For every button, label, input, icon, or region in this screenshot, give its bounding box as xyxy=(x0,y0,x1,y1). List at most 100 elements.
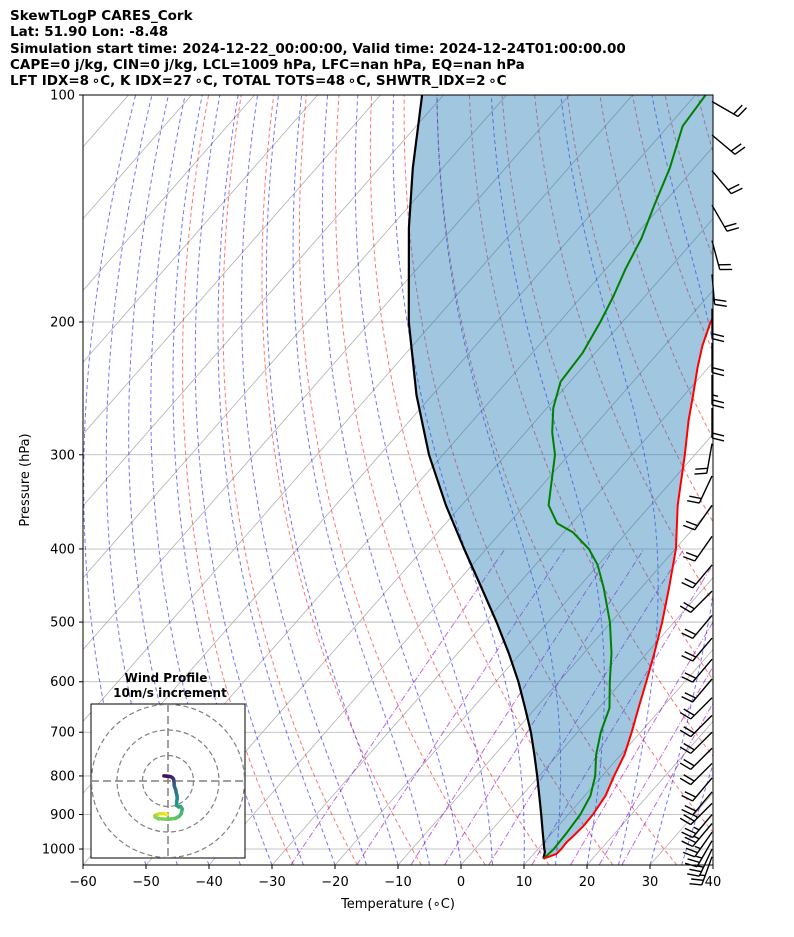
wind-barb-flag xyxy=(724,222,737,228)
wind-barb-flag xyxy=(727,183,740,191)
y-tick-label: 800 xyxy=(50,769,75,784)
wind-barb-flag xyxy=(730,143,742,152)
mixing-ratio-line xyxy=(443,548,645,865)
moist-adiabat xyxy=(560,95,659,865)
cape-cin-shading xyxy=(408,95,713,859)
hodograph-inset: Wind Profile 10m/s increment xyxy=(90,671,246,859)
dry-adiabats xyxy=(182,95,794,865)
moist-adiabat xyxy=(436,95,562,865)
wind-barb-flag xyxy=(685,551,698,558)
wind-barb-flag xyxy=(679,711,692,720)
wind-barb-half-flag xyxy=(697,865,704,868)
wind-barb xyxy=(679,802,713,826)
wind-barb-flag xyxy=(711,332,725,338)
wind-barb xyxy=(679,590,713,613)
wind-barb-flag xyxy=(737,107,748,117)
isotherm-line xyxy=(83,95,444,507)
wind-barb xyxy=(681,814,713,839)
y-tick-label: 500 xyxy=(50,616,75,631)
wind-barb-flag xyxy=(681,581,694,589)
wind-barb-flag xyxy=(684,672,697,679)
wind-barb-flag xyxy=(683,742,695,751)
wind-barb xyxy=(711,342,725,377)
wind-barb-flag xyxy=(684,836,697,844)
dry-adiabat xyxy=(261,95,422,865)
wind-barb xyxy=(682,831,713,858)
moist-adiabat xyxy=(392,95,525,865)
isotherm-line xyxy=(83,95,570,651)
wind-barb-flag xyxy=(681,695,694,703)
y-axis-label: Pressure (hPa) xyxy=(18,433,33,526)
isotherm-line xyxy=(208,289,713,865)
wind-barb-flag xyxy=(689,495,702,500)
wind-barb-flag xyxy=(691,878,704,881)
hodograph-subtitle: 10m/s increment xyxy=(113,686,227,700)
x-tick-label: −60 xyxy=(69,875,96,890)
x-tick-label: −30 xyxy=(258,875,285,890)
wind-barb xyxy=(687,848,713,877)
wind-barb xyxy=(679,714,713,738)
dry-adiabat xyxy=(369,95,614,865)
wind-barb-flag xyxy=(687,500,700,504)
stability-indices-line: LFT IDX=8 ∘C, K IDX=27 ∘C, TOTAL TOTS=48… xyxy=(10,73,507,90)
wind-barb-flag xyxy=(682,524,696,531)
y-tick-label: 1000 xyxy=(42,843,75,858)
wind-barb xyxy=(681,777,713,802)
wind-barb-flag xyxy=(714,303,727,308)
wind-barb-flag xyxy=(684,628,697,636)
dry-adiabat xyxy=(763,95,794,865)
x-tick-label: −50 xyxy=(132,875,159,890)
wind-barb-flag xyxy=(684,692,697,699)
moist-adiabat xyxy=(649,95,713,865)
wind-barb-flag xyxy=(683,774,695,782)
wind-barb-flag xyxy=(733,104,743,115)
moist-adiabat xyxy=(321,95,462,865)
dry-adiabat xyxy=(182,95,294,865)
sounding-profiles xyxy=(407,95,713,860)
wind-barb-flag xyxy=(711,399,725,404)
dry-adiabat xyxy=(599,95,713,440)
wind-barb xyxy=(682,536,713,562)
moist-adiabat xyxy=(265,95,399,865)
wind-barb xyxy=(679,747,713,771)
wind-barb xyxy=(711,170,743,195)
wind-barb-flag xyxy=(711,366,725,372)
y-tick-label: 900 xyxy=(50,808,75,823)
wind-barb xyxy=(684,840,713,868)
y-axis-ticks: 100 200 300 400 500 600 700 800 900 1000 xyxy=(42,89,83,858)
moist-adiabat xyxy=(490,95,605,865)
wind-barb xyxy=(694,443,713,475)
dewpoint-line xyxy=(542,95,707,860)
wind-barb-flag xyxy=(683,758,695,767)
dry-adiabat xyxy=(468,95,713,758)
wind-barb-flag xyxy=(714,298,727,303)
moist-adiabat xyxy=(194,95,304,865)
y-tick-label: 100 xyxy=(50,89,75,104)
wind-barb-flag xyxy=(682,555,696,562)
moist-adiabat xyxy=(681,762,713,865)
hodograph-plot xyxy=(91,704,245,858)
x-tick-label: −10 xyxy=(384,875,411,890)
moist-adiabat xyxy=(217,95,336,865)
x-tick-label: −20 xyxy=(321,875,348,890)
wind-barb-flag xyxy=(679,746,692,755)
wind-barb-flag xyxy=(681,808,694,816)
x-axis-label: Temperature (∘C) xyxy=(340,897,455,912)
mixing-ratio-line xyxy=(356,548,566,865)
wind-barb-flag xyxy=(683,814,695,822)
wind-barb-flag xyxy=(684,791,697,798)
x-tick-label: 10 xyxy=(516,875,533,890)
dry-adiabat xyxy=(566,95,713,523)
wind-barb-half-flag xyxy=(693,826,700,831)
parcel-profile-line xyxy=(407,95,546,859)
wind-barb xyxy=(681,791,713,816)
wind-barb-flag xyxy=(711,437,725,442)
wind-barb-flag xyxy=(681,831,694,839)
wind-barb-flag xyxy=(730,187,743,195)
wind-barb-flag xyxy=(687,873,700,877)
mixing-ratio-line xyxy=(570,621,713,865)
dry-adiabat xyxy=(222,95,358,865)
wind-barb-flag xyxy=(711,404,725,409)
wind-barb-flag xyxy=(683,726,695,734)
wind-barb-flag xyxy=(695,467,708,470)
